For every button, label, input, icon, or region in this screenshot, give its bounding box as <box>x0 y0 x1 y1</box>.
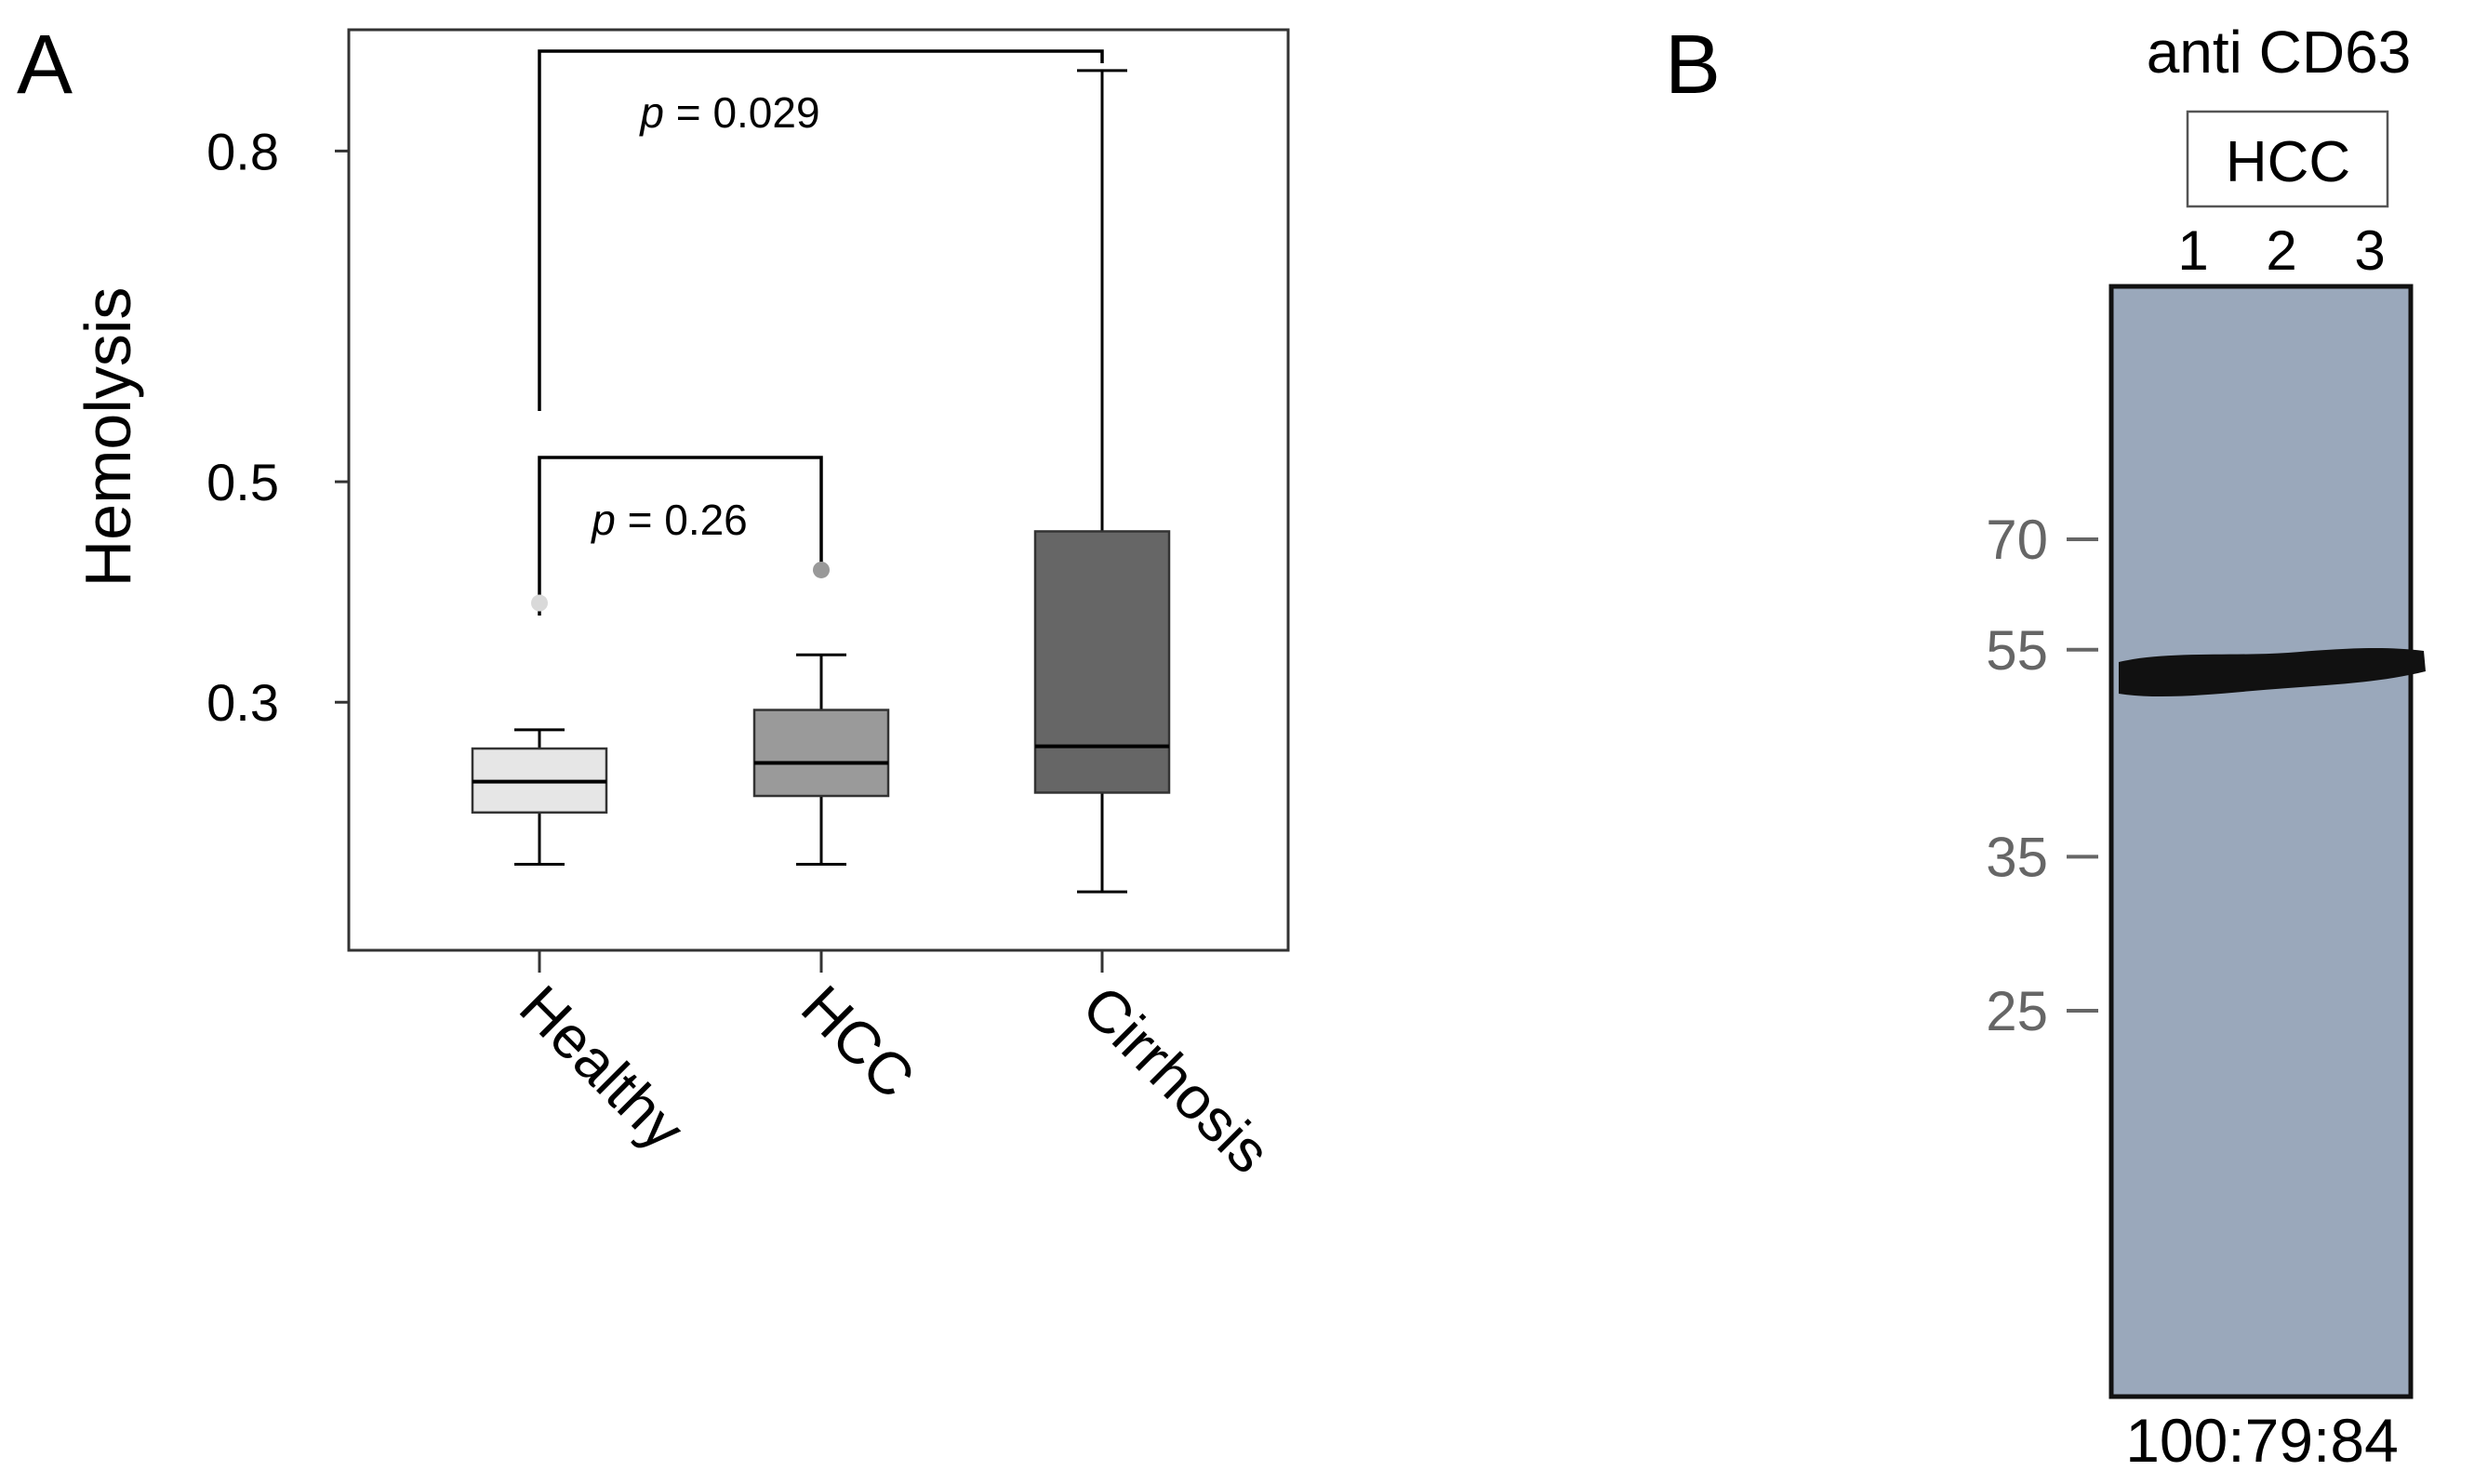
p-value-label: p = 0.26 <box>590 496 748 544</box>
box-cirrhosis <box>1033 69 1171 894</box>
x-tick-label: Healthy <box>507 973 697 1162</box>
p-value: = 0.029 <box>664 88 820 137</box>
outlier-point <box>531 594 548 612</box>
significance-bracket <box>538 49 1104 411</box>
y-tick-label: 0.3 <box>206 673 279 732</box>
y-axis-label: Hemolysis <box>72 287 144 588</box>
blot-antibody-label: anti CD63 <box>2147 19 2412 86</box>
significance-bracket <box>538 456 823 616</box>
outlier-point <box>813 561 830 578</box>
box-iqr <box>1033 530 1171 794</box>
marker-label: 55 <box>1986 619 2048 682</box>
blot-band-cd63 <box>2119 647 2426 697</box>
panel-label-b: B <box>1665 19 1721 112</box>
marker-label: 35 <box>1986 826 2048 888</box>
lane-label: 3 <box>2354 219 2385 282</box>
p-value-label: p = 0.029 <box>638 88 819 137</box>
panel-label-a: A <box>17 19 73 112</box>
significance-brackets: p = 0.26p = 0.029 <box>538 49 1104 616</box>
blot-membrane <box>2108 284 2414 1399</box>
box-series <box>471 69 1171 894</box>
y-tick-label: 0.8 <box>206 122 279 180</box>
p-value: = 0.26 <box>616 496 748 544</box>
marker-label: 25 <box>1986 980 2048 1042</box>
p-symbol: p <box>638 88 664 137</box>
x-axis-categories: Healthy HCC Cirrhosis <box>507 950 1284 1186</box>
lane-label: 1 <box>2177 219 2208 282</box>
blot-ratio: 100:79:84 <box>2125 1406 2399 1475</box>
y-axis-ticks: 0.3 0.5 0.8 <box>206 122 349 732</box>
box-iqr <box>752 709 890 798</box>
x-tick-label: HCC <box>789 973 927 1111</box>
box-healthy <box>471 594 608 867</box>
p-symbol: p <box>590 496 616 544</box>
blot-group-box <box>2186 110 2389 208</box>
marker-label: 70 <box>1986 509 2048 571</box>
lane-label: 2 <box>2266 219 2296 282</box>
blot-group-label: HCC <box>2226 130 2350 194</box>
box-hcc <box>752 561 890 867</box>
blot-size-markers: 70 55 35 25 <box>1986 509 2098 1042</box>
y-tick-label: 0.5 <box>206 453 279 511</box>
x-tick-label: Cirrhosis <box>1070 973 1283 1186</box>
plot-frame <box>347 28 1290 952</box>
